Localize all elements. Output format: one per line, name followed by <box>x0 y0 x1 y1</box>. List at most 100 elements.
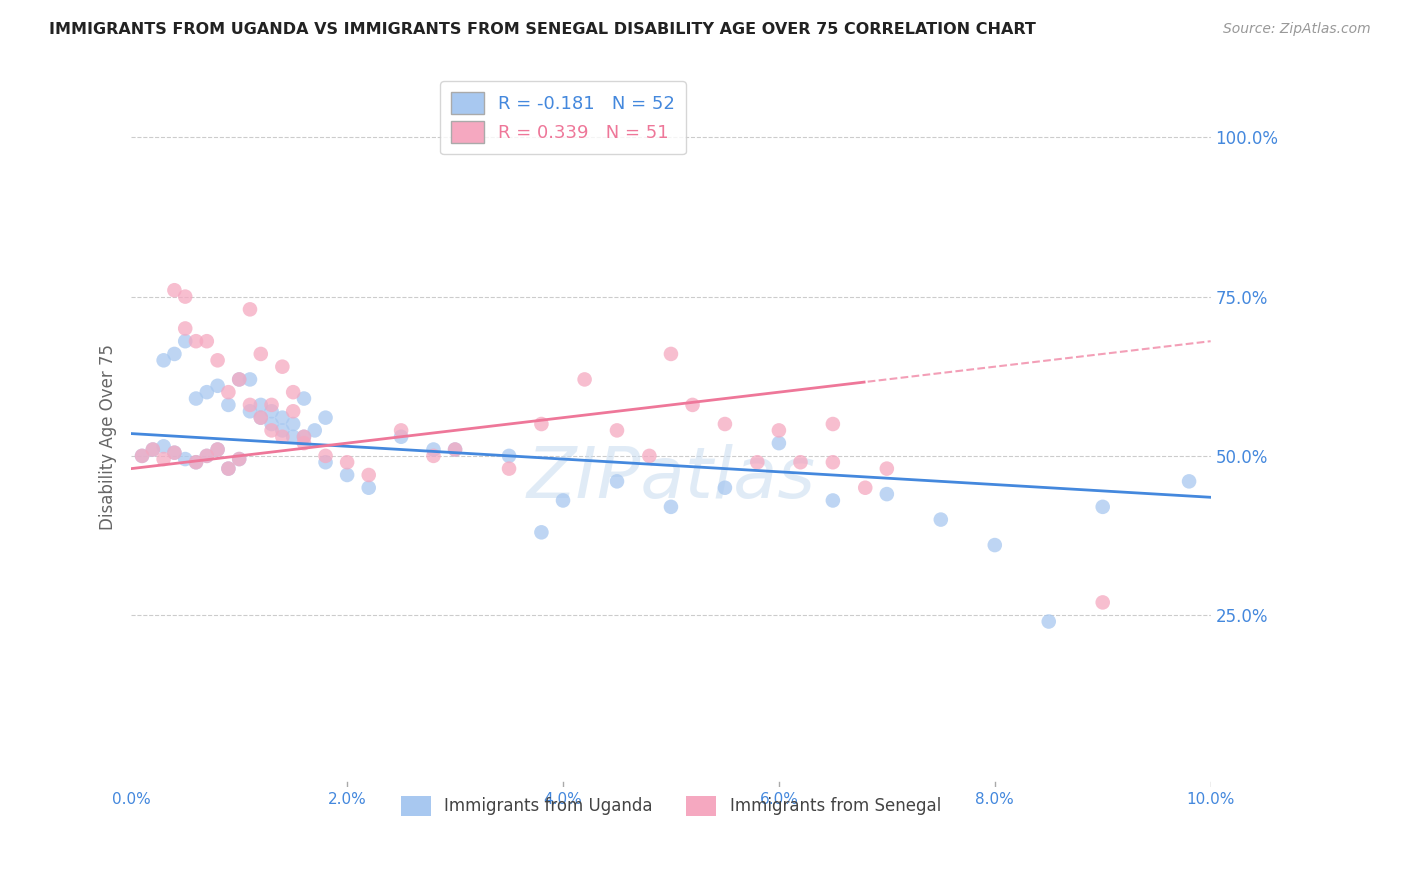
Point <box>152 452 174 467</box>
Point <box>422 442 444 457</box>
Text: ZIPatlas: ZIPatlas <box>526 444 815 513</box>
Point <box>184 455 207 469</box>
Point <box>336 468 359 483</box>
Point <box>283 385 305 400</box>
Point <box>174 321 197 335</box>
Point <box>239 372 262 386</box>
Point <box>174 290 197 304</box>
Point <box>249 398 271 412</box>
Point <box>315 449 337 463</box>
Point <box>152 353 174 368</box>
Point <box>260 404 283 418</box>
Point <box>207 353 229 368</box>
Point <box>217 461 239 475</box>
Point <box>336 455 359 469</box>
Point <box>853 481 876 495</box>
Point <box>184 392 207 406</box>
Point <box>207 379 229 393</box>
Point <box>768 436 790 450</box>
Point <box>1091 595 1114 609</box>
Point <box>260 424 283 438</box>
Point <box>283 404 305 418</box>
Point <box>530 417 553 431</box>
Point <box>876 461 898 475</box>
Point <box>659 500 682 514</box>
Point <box>207 442 229 457</box>
Point <box>163 283 186 297</box>
Point <box>249 410 271 425</box>
Point <box>195 449 218 463</box>
Point <box>1178 475 1201 489</box>
Point <box>283 417 305 431</box>
Point <box>304 424 326 438</box>
Point <box>228 372 250 386</box>
Point <box>239 302 262 317</box>
Point <box>228 452 250 467</box>
Point <box>184 455 207 469</box>
Point <box>714 417 737 431</box>
Point <box>249 347 271 361</box>
Point <box>821 455 844 469</box>
Text: IMMIGRANTS FROM UGANDA VS IMMIGRANTS FROM SENEGAL DISABILITY AGE OVER 75 CORRELA: IMMIGRANTS FROM UGANDA VS IMMIGRANTS FRO… <box>49 22 1036 37</box>
Point <box>228 452 250 467</box>
Point <box>217 398 239 412</box>
Point <box>142 442 165 457</box>
Point <box>163 446 186 460</box>
Point <box>682 398 704 412</box>
Point <box>929 512 952 526</box>
Point <box>249 410 271 425</box>
Legend: Immigrants from Uganda, Immigrants from Senegal: Immigrants from Uganda, Immigrants from … <box>392 788 949 824</box>
Point <box>389 424 412 438</box>
Point <box>184 334 207 349</box>
Point <box>174 452 197 467</box>
Point <box>131 449 153 463</box>
Point <box>821 417 844 431</box>
Point <box>389 430 412 444</box>
Point <box>422 449 444 463</box>
Y-axis label: Disability Age Over 75: Disability Age Over 75 <box>100 343 117 530</box>
Point <box>217 385 239 400</box>
Point <box>498 461 520 475</box>
Point <box>551 493 574 508</box>
Point <box>260 398 283 412</box>
Point <box>271 359 294 374</box>
Point <box>1091 500 1114 514</box>
Point <box>315 410 337 425</box>
Point <box>606 424 628 438</box>
Point <box>984 538 1007 552</box>
Point <box>174 334 197 349</box>
Point <box>207 442 229 457</box>
Point <box>530 525 553 540</box>
Point <box>292 436 315 450</box>
Point <box>292 430 315 444</box>
Point <box>163 446 186 460</box>
Point <box>1038 615 1060 629</box>
Point <box>444 442 467 457</box>
Point <box>821 493 844 508</box>
Point <box>292 392 315 406</box>
Point <box>195 334 218 349</box>
Point <box>714 481 737 495</box>
Point <box>498 449 520 463</box>
Point <box>142 442 165 457</box>
Point <box>271 410 294 425</box>
Point <box>131 449 153 463</box>
Point <box>574 372 596 386</box>
Point <box>260 417 283 431</box>
Point <box>271 430 294 444</box>
Text: Source: ZipAtlas.com: Source: ZipAtlas.com <box>1223 22 1371 37</box>
Point <box>357 468 380 483</box>
Point <box>239 404 262 418</box>
Point <box>195 449 218 463</box>
Point <box>292 430 315 444</box>
Point <box>876 487 898 501</box>
Point <box>789 455 811 469</box>
Point <box>239 398 262 412</box>
Point <box>768 424 790 438</box>
Point <box>283 430 305 444</box>
Point <box>152 439 174 453</box>
Point <box>606 475 628 489</box>
Point <box>659 347 682 361</box>
Point <box>357 481 380 495</box>
Point <box>747 455 769 469</box>
